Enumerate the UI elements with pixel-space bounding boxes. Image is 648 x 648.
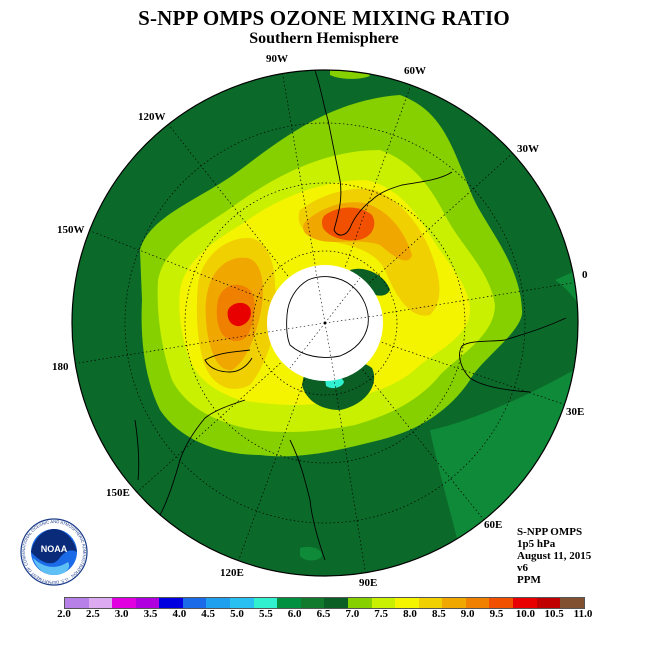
colorbar-swatch <box>465 598 490 608</box>
colorbar-tick-label: 8.0 <box>403 608 417 620</box>
colorbar-swatch <box>65 598 89 608</box>
colorbar-tick-label: 4.0 <box>172 608 187 620</box>
colorbar-swatch <box>230 598 254 608</box>
logo-bird <box>31 529 77 564</box>
colorbar-ticks: 2.0 2.5 3.0 3.5 4.0 4.5 5.0 5.5 6.0 6.5 7.0 7.5 8.0 8… <box>0 608 648 622</box>
colorbar-swatch <box>489 598 513 608</box>
polar-spokes <box>267 265 383 381</box>
antarctica-outline <box>286 276 369 358</box>
lon-label-90e: 90E <box>359 577 377 589</box>
colorbar-tick-label: 3.0 <box>114 608 129 620</box>
colorbar-tick-label: 10.0 <box>515 608 535 620</box>
lon-label-90w: 90W <box>266 53 288 65</box>
africa-coast <box>459 317 567 393</box>
lon-label-30e: 30E <box>566 406 584 418</box>
colorbar-tick-label: 8.5 <box>431 608 446 620</box>
colorbar-swatch <box>442 598 466 608</box>
info-units: PPM <box>517 574 541 586</box>
lon-label-180: 180 <box>52 361 69 373</box>
island-coast <box>134 419 140 481</box>
colorbar-swatch <box>395 598 419 608</box>
lon-label-60w: 60W <box>404 65 426 77</box>
colorbar-tick-label: 11.0 <box>573 608 593 620</box>
colorbar-tick-label: 7.5 <box>374 608 389 620</box>
lon-label-120w: 120W <box>138 111 166 123</box>
colorbar-swatch <box>512 598 537 608</box>
logo-text: NOAA <box>41 544 68 554</box>
lon-label-150e: 150E <box>106 487 130 499</box>
colorbar-tick-label: 2.0 <box>57 608 71 620</box>
colorbar-swatch <box>135 598 160 608</box>
info-instrument: S-NPP OMPS <box>517 526 583 538</box>
new-zealand-coast <box>204 349 253 373</box>
colorbar-swatch <box>324 598 348 608</box>
colorbar-swatch <box>182 598 207 608</box>
latitude-grid <box>124 122 526 524</box>
colorbar-swatch <box>88 598 113 608</box>
colorbar-tick-label: 7.0 <box>345 608 360 620</box>
lon-label-0: 0 <box>582 269 588 281</box>
page-title: S-NPP OMPS OZONE MIXING RATIO <box>138 6 510 30</box>
dataset-info: S-NPP OMPS 1p5 hPa August 11, 2015 v6 PP… <box>517 526 591 586</box>
colorbar <box>64 597 585 609</box>
colorbar-swatch <box>418 598 443 608</box>
colorbar-tick-label: 6.5 <box>316 608 331 620</box>
longitude-labels: 90W 60W 30W 0 30E 60E 90E 120E 150E 180 … <box>52 53 588 589</box>
colorbar-tick-label: 3.5 <box>143 608 158 620</box>
noaa-logo: NATIONAL OCEANIC AND ATMOSPHERIC ADMINIS… <box>20 518 88 586</box>
field-level-10-5 <box>227 302 251 327</box>
info-version: v6 <box>517 562 528 574</box>
colorbar-swatch <box>206 598 231 608</box>
info-pressure-level: 1p5 hPa <box>517 538 556 550</box>
colorbar-tick-label: 5.0 <box>230 608 244 620</box>
colorbar-swatch <box>371 598 396 608</box>
australia-coast-east <box>289 439 326 561</box>
lon-label-60e: 60E <box>484 519 502 531</box>
logo-wave <box>33 558 70 575</box>
colorbar-tick-label: 9.5 <box>489 608 504 620</box>
colorbar-tick-label: 4.5 <box>201 608 216 620</box>
map-border <box>71 69 579 577</box>
colorbar-tick-label: 9.0 <box>460 608 475 620</box>
colorbar-tick-label: 10.5 <box>544 608 564 620</box>
colorbar-swatch <box>253 598 278 608</box>
south-america-coast <box>309 70 453 236</box>
colorbar-swatch <box>159 598 183 608</box>
colorbar-tick-label: 2.5 <box>85 608 100 620</box>
colorbar-swatch <box>300 598 325 608</box>
colorbar-tick-label: 6.0 <box>287 608 302 620</box>
colorbar-swatch <box>536 598 561 608</box>
colorbar-swatch <box>560 598 584 608</box>
colorbar-swatch <box>347 598 372 608</box>
colorbar-swatch <box>277 598 301 608</box>
lon-label-150w: 150W <box>57 224 85 236</box>
lon-label-120e: 120E <box>220 567 244 579</box>
field-level-6-5-bottom <box>300 546 322 561</box>
colorbar-tick-label: 5.5 <box>258 608 273 620</box>
lon-label-30w: 30W <box>517 143 539 155</box>
colorbar-swatch <box>112 598 136 608</box>
info-date: August 11, 2015 <box>517 550 592 562</box>
south-pole-dot <box>323 321 327 325</box>
page-subtitle: Southern Hemisphere <box>249 30 399 47</box>
